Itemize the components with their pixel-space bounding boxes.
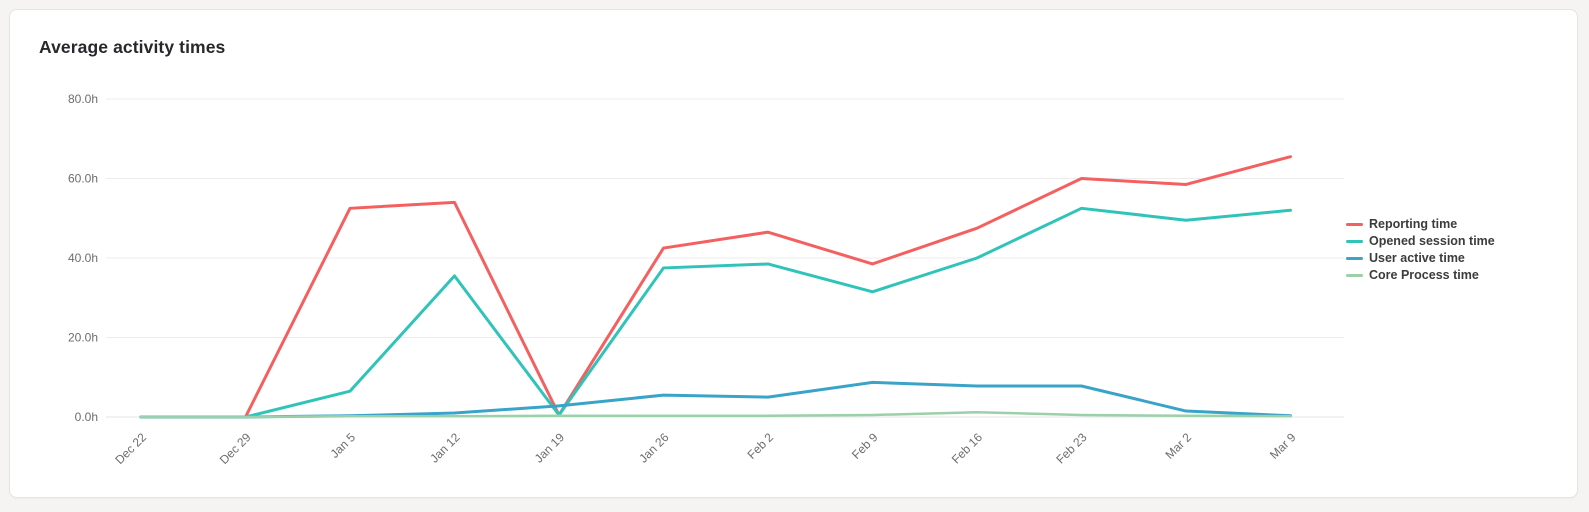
x-axis-tick-label: Jan 12: [427, 430, 463, 466]
line-chart-plot: 0.0h 20.0h 40.0h 60.0h 80.0h Dec 22 Dec 29 Jan …: [68, 92, 1344, 467]
legend-swatch-user-active-time: [1346, 257, 1363, 260]
x-axis-tick-label: Dec 22: [112, 430, 149, 467]
series-line-opened-session-time: [139, 206, 1292, 419]
y-axis-tick-label: 0.0h: [75, 410, 98, 424]
y-axis-tick-label: 60.0h: [68, 172, 98, 186]
legend-label: Core Process time: [1369, 268, 1479, 282]
y-axis-tick-label: 40.0h: [68, 251, 98, 265]
x-axis-tick-label: Jan 5: [327, 430, 358, 461]
x-axis-tick-label: Jan 26: [636, 430, 672, 466]
legend-label: User active time: [1369, 251, 1465, 265]
legend-item-opened-session-time[interactable]: Opened session time: [1346, 233, 1495, 250]
legend-item-reporting-time[interactable]: Reporting time: [1346, 216, 1495, 233]
series-line-core-process-time: [139, 410, 1292, 419]
x-axis-tick-label: Mar 2: [1163, 430, 1195, 462]
legend-swatch-core-process-time: [1346, 274, 1363, 277]
legend-swatch-reporting-time: [1346, 223, 1363, 226]
y-axis-tick-label: 20.0h: [68, 331, 98, 345]
x-axis-tick-label: Feb 16: [949, 430, 986, 467]
legend-label: Opened session time: [1369, 234, 1495, 248]
chart-card: Average activity times 0.0h 20.0h 40.0h 60.…: [9, 9, 1578, 498]
x-axis-tick-label: Mar 9: [1267, 430, 1299, 462]
legend-item-user-active-time[interactable]: User active time: [1346, 250, 1495, 267]
chart-legend: Reporting time Opened session time User ac…: [1346, 216, 1495, 284]
chart-title: Average activity times: [39, 37, 226, 57]
x-axis-tick-label: Jan 19: [532, 430, 568, 466]
legend-label: Reporting time: [1369, 217, 1458, 231]
series-line-reporting-time: [139, 155, 1292, 419]
x-axis-tick-label: Feb 23: [1053, 430, 1090, 467]
x-axis-tick-label: Feb 9: [849, 430, 881, 462]
legend-swatch-opened-session-time: [1346, 240, 1363, 243]
y-axis-tick-label: 80.0h: [68, 92, 98, 106]
x-axis-tick-label: Feb 2: [745, 430, 777, 462]
legend-item-core-process-time[interactable]: Core Process time: [1346, 267, 1495, 284]
x-axis-tick-label: Dec 29: [217, 430, 254, 467]
